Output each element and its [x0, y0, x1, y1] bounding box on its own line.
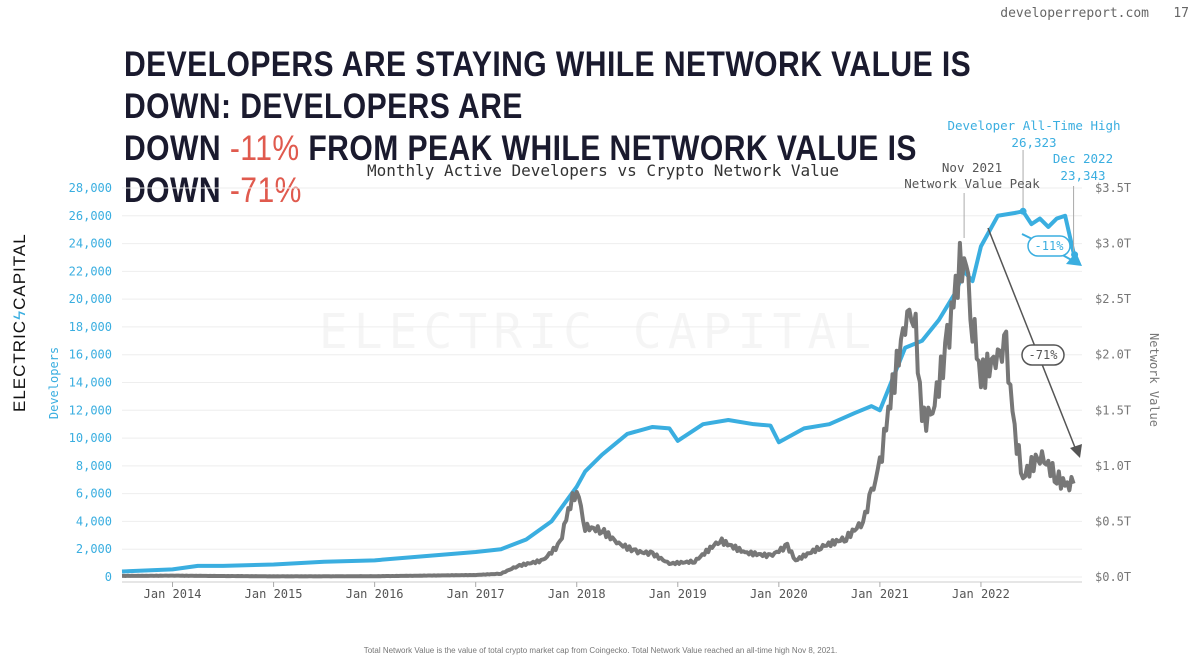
y-axis-label: Developers — [47, 347, 61, 419]
ath-value: 26,323 — [1011, 135, 1056, 150]
y2-tick-label: $2.5T — [1095, 292, 1131, 306]
dec-label: Dec 2022 — [1053, 151, 1113, 166]
y2-axis-label: Network Value — [1147, 333, 1161, 427]
site-url: developerreport.com — [1000, 6, 1149, 21]
y-tick-label: 0 — [105, 570, 112, 584]
y-tick-label: 16,000 — [69, 348, 112, 362]
y-tick-label: 6,000 — [76, 487, 112, 501]
x-tick-label: Jan 2022 — [952, 587, 1010, 601]
watermark: ELECTRIC CAPITAL — [319, 304, 877, 360]
headline-text: DOWN — [124, 129, 230, 168]
y-tick-label: 20,000 — [69, 292, 112, 306]
y-tick-label: 28,000 — [69, 181, 112, 195]
y-tick-label: 2,000 — [76, 542, 112, 556]
y-tick-label: 26,000 — [69, 209, 112, 223]
dev-change-pill — [1027, 235, 1071, 257]
y2-tick-label: $1.5T — [1095, 403, 1131, 417]
x-tick-label: Jan 2017 — [447, 587, 505, 601]
dev-change-highlight: -11% — [229, 129, 300, 168]
headline-text: FROM PEAK WHILE NETWORK VALUE IS DOWN — [124, 129, 917, 210]
y-tick-label: 10,000 — [69, 431, 112, 445]
y-tick-label: 12,000 — [69, 403, 112, 417]
x-tick-label: Jan 2019 — [649, 587, 707, 601]
x-tick-label: Jan 2021 — [851, 587, 909, 601]
y-tick-label: 24,000 — [69, 237, 112, 251]
headline-line1: DEVELOPERS ARE STAYING WHILE NETWORK VAL… — [124, 45, 972, 126]
ath-marker — [1019, 207, 1027, 215]
arrowhead-icon — [1066, 252, 1082, 266]
y-tick-label: 4,000 — [76, 514, 112, 528]
y2-tick-label: $1.0T — [1095, 459, 1131, 473]
arrowhead-icon — [1070, 444, 1082, 458]
x-tick-label: Jan 2016 — [346, 587, 404, 601]
y2-tick-label: $3.0T — [1095, 237, 1131, 251]
series-line-developers — [121, 209, 1076, 574]
headline: DEVELOPERS ARE STAYING WHILE NETWORK VAL… — [124, 44, 984, 212]
y-tick-label: 22,000 — [69, 264, 112, 278]
x-tick-label: Jan 2020 — [750, 587, 808, 601]
y2-tick-label: $3.5T — [1095, 181, 1131, 195]
nv-change-arrow — [987, 227, 1077, 451]
dec-value: 23,343 — [1060, 168, 1105, 183]
y-tick-label: 8,000 — [76, 459, 112, 473]
y2-tick-label: $2.0T — [1095, 348, 1131, 362]
peak-date: Nov 2021 — [942, 160, 1002, 175]
nv-change-label: -71% — [1029, 348, 1059, 362]
headline-line2: DOWN -11% FROM PEAK WHILE NETWORK VALUE … — [124, 128, 984, 212]
footnote: Total Network Value is the value of tota… — [363, 646, 838, 655]
chart-title: Monthly Active Developers vs Crypto Netw… — [367, 161, 839, 180]
series-line-network_value — [121, 240, 1076, 579]
x-tick-label: Jan 2014 — [144, 587, 202, 601]
ath-label: Developer All-Time High — [947, 118, 1120, 133]
y-tick-label: 14,000 — [69, 376, 112, 390]
x-tick-label: Jan 2015 — [245, 587, 303, 601]
page-number: 17 — [1173, 6, 1189, 21]
y2-tick-label: $0.5T — [1095, 514, 1131, 528]
nv-change-pill — [1021, 344, 1065, 366]
dev-change-label: -11% — [1035, 239, 1065, 253]
peak-label: Network Value Peak — [904, 176, 1040, 191]
y2-tick-label: $0.0T — [1095, 570, 1131, 584]
nv-change-highlight: -71% — [229, 171, 302, 210]
x-tick-label: Jan 2018 — [548, 587, 606, 601]
y-tick-label: 18,000 — [69, 320, 112, 334]
